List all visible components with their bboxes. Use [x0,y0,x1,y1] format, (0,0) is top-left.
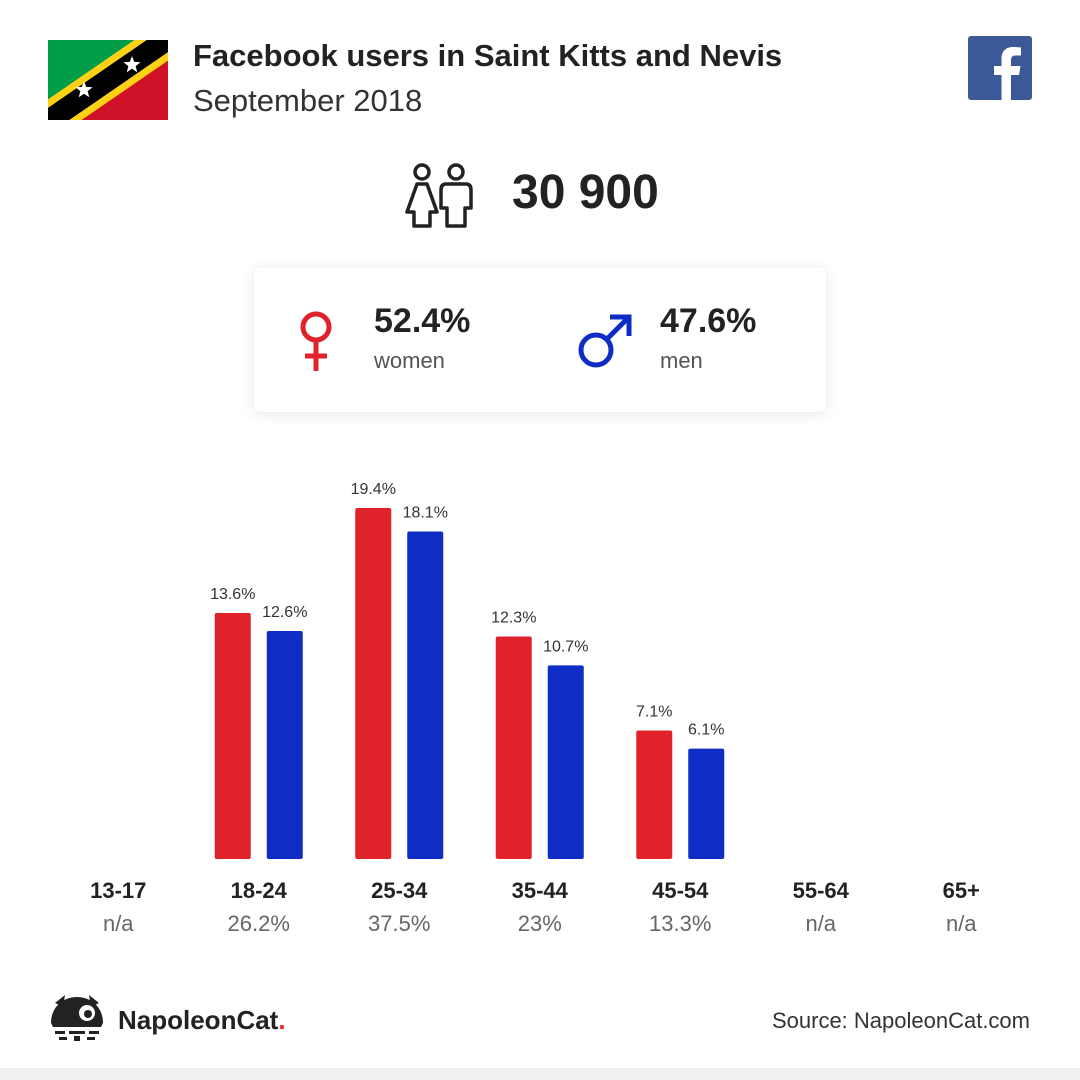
category-label: 18-24 [230,878,287,903]
bar-value-label: 6.1% [688,722,724,739]
category-label: 13-17 [90,878,147,903]
bar-value-label: 19.4% [351,481,396,498]
users-icon [405,163,473,228]
source-text: Source: NapoleonCat.com [771,1008,1030,1033]
page-title: Facebook users in Saint Kitts and Nevis [193,38,783,73]
bar-18-24-series-0 [214,612,251,859]
women-percentage: 52.4% [374,302,471,340]
flag-icon [48,40,168,120]
category-label: 65+ [942,878,980,903]
bar-35-44-series-0 [495,636,532,859]
category-label: 35-44 [511,878,568,903]
category-label: 55-64 [792,878,849,903]
bar-25-34-series-0 [355,508,392,859]
bar-value-label: 7.1% [636,704,672,721]
gender-card: 52.4% women 47.6% men [254,268,826,412]
bar-value-label: 18.1% [403,505,448,522]
bar-18-24-series-1 [266,631,303,859]
facebook-logo-icon [968,36,1032,100]
women-label: women [374,348,445,373]
men-label: men [660,348,703,373]
category-total: 26.2% [227,911,290,936]
bar-45-54-series-0 [636,730,673,859]
bottom-strip [0,1068,1080,1080]
category-total: 37.5% [368,911,431,936]
brand-name: NapoleonCat. [118,1005,286,1035]
page-subtitle: September 2018 [193,83,423,118]
female-symbol-icon [300,311,332,371]
total-users-value: 30 900 [512,166,659,219]
bar-value-label: 13.6% [210,586,255,603]
bar-value-label: 10.7% [543,638,588,655]
age-gender-bar-chart: 13.6% 12.6% 19.4% 18.1% 12.3% 10.7% 7.1% 6.1% [210,481,725,859]
category-total: n/a [945,911,977,936]
category-total: 23% [517,911,562,936]
category-total: 13.3% [649,911,712,936]
bar-45-54-series-1 [688,748,725,859]
category-label: 25-34 [371,878,428,903]
bar-value-label: 12.6% [262,604,307,621]
bar-value-label: 12.3% [491,609,536,626]
napoleoncat-logo-icon [51,995,103,1041]
category-label: 45-54 [652,878,709,903]
category-total: n/a [102,911,134,936]
bar-35-44-series-1 [547,665,584,859]
male-symbol-icon [578,314,632,368]
men-percentage: 47.6% [660,302,757,340]
bar-25-34-series-1 [407,531,444,859]
category-total: n/a [805,911,837,936]
